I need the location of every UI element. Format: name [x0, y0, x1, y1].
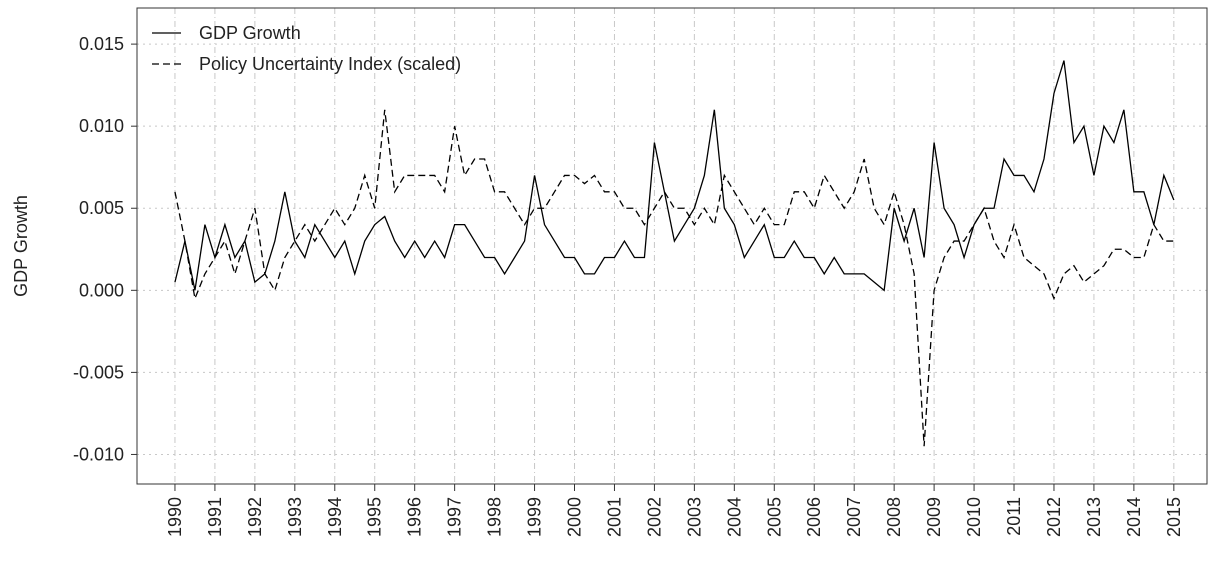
x-tick-label: 1996 — [405, 497, 425, 537]
y-axis-label: GDP Growth — [11, 195, 31, 297]
x-tick-label: 1994 — [325, 497, 345, 537]
x-tick-label: 2015 — [1164, 497, 1184, 537]
y-tick-label: 0.015 — [79, 34, 124, 54]
x-tick-label: 2003 — [684, 497, 704, 537]
x-tick-label: 2010 — [964, 497, 984, 537]
y-tick-label: -0.010 — [73, 444, 124, 464]
x-tick-label: 2004 — [724, 497, 744, 537]
x-tick-label: 2002 — [644, 497, 664, 537]
x-tick-label: 2013 — [1084, 497, 1104, 537]
legend-label: Policy Uncertainty Index (scaled) — [199, 54, 461, 74]
y-tick-label: 0.005 — [79, 198, 124, 218]
x-tick-label: 2009 — [924, 497, 944, 537]
series-line — [174, 109, 1174, 447]
x-tick-label: 1991 — [205, 497, 225, 537]
series-line — [174, 60, 1175, 292]
legend-label: GDP Growth — [199, 23, 301, 43]
plot-frame — [136, 7, 1208, 485]
x-tick-label: 1993 — [285, 497, 305, 537]
x-tick-label: 1997 — [445, 497, 465, 537]
x-tick-label: 1998 — [485, 497, 505, 537]
x-tick-label: 2014 — [1124, 497, 1144, 537]
x-tick-label: 2000 — [565, 497, 585, 537]
x-tick-label: 1992 — [245, 497, 265, 537]
x-tick-label: 2011 — [1004, 497, 1024, 536]
y-tick-label: -0.005 — [73, 362, 124, 382]
x-tick-label: 1995 — [365, 497, 385, 537]
y-tick-label: 0.010 — [79, 116, 124, 136]
x-tick-label: 1999 — [525, 497, 545, 537]
x-tick-label: 2008 — [884, 497, 904, 537]
x-tick-label: 2006 — [804, 497, 824, 537]
x-tick-label: 2001 — [604, 497, 624, 537]
x-tick-label: 2007 — [844, 497, 864, 537]
x-tick-label: 2012 — [1044, 497, 1064, 537]
x-tick-label: 1990 — [165, 497, 185, 537]
x-tick-label: 2005 — [764, 497, 784, 537]
y-tick-label: 0.000 — [79, 280, 124, 300]
